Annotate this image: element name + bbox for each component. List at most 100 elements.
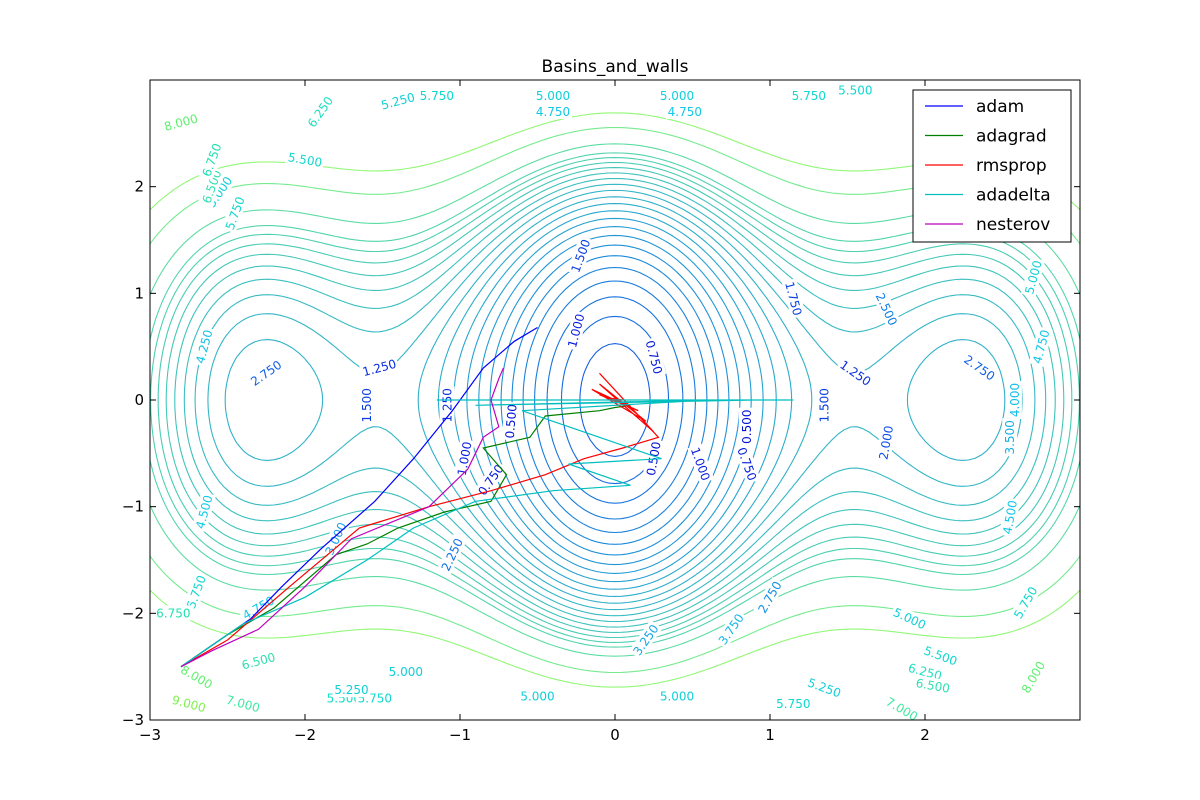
contour-label: 2.250 (437, 534, 467, 575)
y-tick-label: −1 (122, 498, 144, 516)
contour-label: 2.750 (959, 350, 1000, 385)
contour-label-bg (1020, 256, 1046, 298)
contour-label: 4.750 (1028, 326, 1053, 367)
contour-label-text: 5.250 (334, 683, 368, 697)
contour-label-text: 1.250 (361, 357, 398, 379)
series-adagrad-line (180, 404, 631, 668)
contour-label-bg (628, 619, 663, 660)
contour-label-text: 5.750 (792, 89, 826, 103)
contour-label-bg (473, 459, 508, 500)
contour-label-text: 4.500 (193, 494, 215, 531)
contour-label-text: 6.500 (240, 650, 277, 672)
y-tick-label: 2 (134, 178, 144, 196)
contour-label-text: 1.000 (688, 445, 713, 482)
contour-label-text: 5.500 (838, 84, 872, 98)
chart-title: Basins_and_walls (542, 57, 689, 77)
contour-label-bg (534, 104, 572, 119)
contour-label-text: 6.500 (915, 676, 951, 696)
contour-level-8 (522, 266, 708, 534)
contour-label-bg (359, 386, 374, 425)
contour-label-text: 2.750 (755, 579, 784, 616)
contour-label: 1.000 (453, 438, 475, 479)
contour-label-text: 0.750 (643, 339, 665, 376)
contour-label-bg (774, 696, 813, 711)
contour-label-bg (875, 422, 897, 463)
contour-label-text: 2.750 (248, 358, 284, 389)
contour-label-bg (439, 386, 455, 425)
x-tick-label: 0 (610, 726, 620, 744)
y-tick-label: −3 (122, 711, 144, 729)
contour-label-text: 8.000 (163, 111, 200, 133)
contour-label-bg (642, 336, 667, 378)
contour-label: 4.250 (191, 326, 216, 367)
contour-level-21 (165, 167, 1065, 633)
contour-level-6 (546, 296, 684, 504)
contour-label: 1.000 (563, 310, 588, 351)
contour-label-text: 1.000 (455, 441, 475, 477)
contour-label: 5.000 (658, 688, 696, 704)
y-tick-label: 1 (134, 284, 144, 302)
contour-level-14 (453, 210, 777, 590)
contour-label: 5.750 (789, 88, 828, 103)
contour-label-bg (238, 648, 279, 673)
contour-label-bg (789, 88, 828, 103)
contour-label-bg (687, 443, 715, 485)
contour-label-bg (191, 491, 216, 533)
y-tick-label: 0 (134, 391, 144, 409)
contour-level-24 (150, 152, 1080, 648)
contour-label: 0.500 (501, 401, 520, 441)
contour-lines (150, 112, 1080, 688)
contour-label-text: 4.500 (1000, 499, 1020, 535)
contour-label-bg (176, 660, 217, 693)
contour-label-bg (191, 326, 216, 367)
series-adadelta-line (180, 399, 794, 668)
contour-label-bg (781, 278, 806, 319)
contour-label-bg (534, 88, 572, 103)
contour-label-text: 5.000 (891, 605, 928, 632)
contour-label-bg (1006, 381, 1022, 419)
contour-label-bg (999, 497, 1021, 538)
contour-label-text: 5.000 (536, 89, 570, 103)
contour-label-text: 5.000 (660, 690, 694, 704)
contour-label-text: 8.000 (1019, 659, 1048, 696)
x-tick-label: 1 (765, 726, 775, 744)
contour-label: 2.750 (753, 576, 786, 618)
contour-label: 1.500 (816, 386, 832, 425)
contour-label-bg (733, 443, 761, 485)
contour-label-text: 4.750 (536, 105, 570, 119)
optimizer-paths (180, 326, 794, 668)
contour-label-bg (563, 310, 588, 351)
contour-label: 8.000 (1017, 656, 1050, 698)
contour-label-text: 4.000 (1008, 383, 1022, 417)
contour-label-bg (904, 659, 946, 684)
contour-label-bg (518, 688, 557, 704)
contour-label-text: 5.750 (776, 697, 810, 711)
contour-label: 5.000 (518, 688, 557, 704)
contour-label: 7.000 (222, 691, 264, 716)
contour-label: 0.500 (738, 407, 754, 446)
contour-label-bg (377, 88, 419, 113)
contour-label-bg (959, 350, 1000, 385)
contour-label: 5.500 (836, 82, 875, 98)
x-tick-label: −3 (139, 726, 161, 744)
contour-label-text: 1.000 (565, 312, 587, 349)
contour-label: 6.500 (238, 648, 279, 673)
contour-label-bg (332, 682, 371, 698)
contour-label: 5.000 (658, 88, 696, 103)
legend-label-nesterov: nesterov (976, 215, 1050, 235)
legend-label-adam: adam (976, 97, 1024, 117)
contour-label-bg (871, 288, 902, 330)
contour-label-text: 5.000 (660, 89, 694, 103)
contour-label-text: 2.750 (961, 352, 997, 383)
contour-label-bg (889, 603, 931, 634)
contour-label-text: 5.750 (1011, 584, 1040, 621)
contour-label-text: 5.500 (287, 150, 323, 170)
contour-label: 1.750 (781, 278, 806, 319)
contour-label: 5.250 (332, 682, 371, 698)
contour-label-bg (303, 91, 338, 132)
contour-label: 4.500 (999, 497, 1021, 538)
contour-label-text: 1.500 (817, 388, 831, 422)
contour-label-text: 5.250 (380, 90, 417, 112)
contour-label: 4.750 (665, 104, 704, 119)
contour-level-25 (150, 143, 1080, 657)
